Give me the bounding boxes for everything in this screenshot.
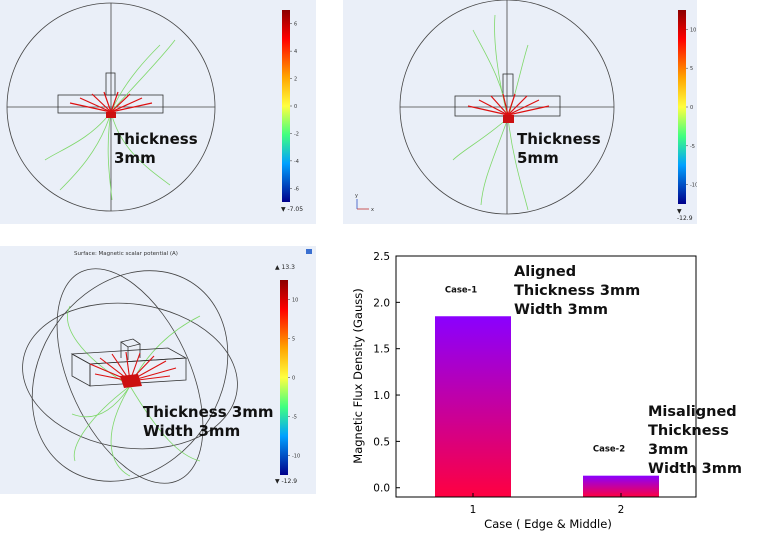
- y-tick-label: 0.0: [373, 483, 390, 495]
- sim-label: Thickness 5mm: [517, 130, 601, 167]
- colorbar-tick-label: 0: [292, 376, 295, 382]
- colorbar: [678, 10, 686, 204]
- bar: [583, 475, 659, 497]
- field-vectors: [69, 91, 153, 113]
- y-tick-label: 1.0: [373, 390, 390, 402]
- y-axis-label: Magnetic Flux Density (Gauss): [351, 288, 365, 463]
- axis-triad: y x: [355, 193, 374, 213]
- field-line-plot: 10 5 0 -5 -10 y x: [355, 0, 698, 215]
- svg-text:y: y: [355, 193, 358, 199]
- colorbar-tick-label: -2: [294, 131, 299, 137]
- colorbar-tick-label: -6: [294, 186, 299, 192]
- colorbar-tick-label: 2: [294, 77, 297, 83]
- plot-frame: [395, 255, 697, 498]
- colorbar-tick-label: -10: [690, 183, 697, 189]
- colorbar-tick-label: -10: [292, 454, 300, 460]
- y-tick-label: 0.5: [373, 436, 390, 448]
- colorbar-tick-label: -5: [690, 144, 695, 150]
- colorbar-ticks: 10 5 0 -5 -10: [288, 298, 300, 460]
- colorbar-tick-label: 0: [690, 105, 693, 111]
- bar-tag: Case-2: [593, 445, 625, 455]
- x-tick-label: 2: [618, 504, 625, 516]
- colorbar-min: ▼ -12.9: [677, 208, 693, 222]
- y-tick-label: 2.5: [373, 251, 390, 263]
- colorbar-min: ▼ -7.05: [281, 206, 304, 213]
- colorbar-tick-label: 10: [292, 298, 298, 304]
- svg-text:x: x: [371, 207, 374, 213]
- colorbar-tick-label: -4: [294, 159, 299, 165]
- export-icon[interactable]: [306, 249, 312, 254]
- sim-panel-3d-view: Surface: Magnetic scalar potential (A): [0, 246, 316, 494]
- annotation-case-2: Misaligned Thickness 3mm Width 3mm: [648, 404, 742, 477]
- sim-label: Thickness 3mm: [114, 130, 198, 167]
- colorbar: [282, 10, 290, 202]
- colorbar-tick-label: 10: [690, 27, 696, 33]
- colorbar-tick-label: 6: [294, 22, 297, 28]
- bar: [435, 316, 511, 497]
- sim-panel-thickness-3mm: 6 4 2 0 -2 -4 -6 ▼ -7.05 Thickness 3mm: [0, 0, 316, 224]
- colorbar-tick-label: 4: [294, 49, 297, 55]
- sim-panel-thickness-5mm: 10 5 0 -5 -10 y x ▼ -12.9 Thickness 5mm: [343, 0, 698, 224]
- colorbar-max: ▲ 13.3: [275, 264, 295, 271]
- annotation-case-1: Aligned Thickness 3mm Width 3mm: [514, 264, 641, 318]
- colorbar-ticks: 10 5 0 -5 -10: [686, 27, 698, 189]
- colorbar-tick-label: 5: [292, 337, 295, 343]
- y-tick-label: 2.0: [373, 297, 390, 309]
- colorbar-tick-label: 0: [294, 104, 297, 110]
- field-vectors: [467, 93, 550, 116]
- field-line-plot: 6 4 2 0 -2 -4 -6: [6, 2, 299, 212]
- colorbar-tick-label: 5: [690, 66, 693, 72]
- colorbar: [280, 280, 288, 475]
- x-axis-label: Case ( Edge & Middle): [484, 517, 612, 531]
- panel-title: Surface: Magnetic scalar potential (A): [74, 251, 178, 257]
- y-tick-label: 1.5: [373, 344, 390, 356]
- bar-tag: Case-1: [445, 285, 477, 295]
- x-tick-label: 1: [470, 504, 477, 516]
- colorbar-ticks: 6 4 2 0 -2 -4 -6: [290, 22, 299, 192]
- colorbar-tick-label: -5: [292, 415, 297, 421]
- sim-label: Thickness 3mm Width 3mm: [143, 403, 274, 440]
- colorbar-min: ▼ -12.9: [275, 478, 298, 485]
- field-line-plot: 10 5 0 -5 -10: [22, 268, 300, 484]
